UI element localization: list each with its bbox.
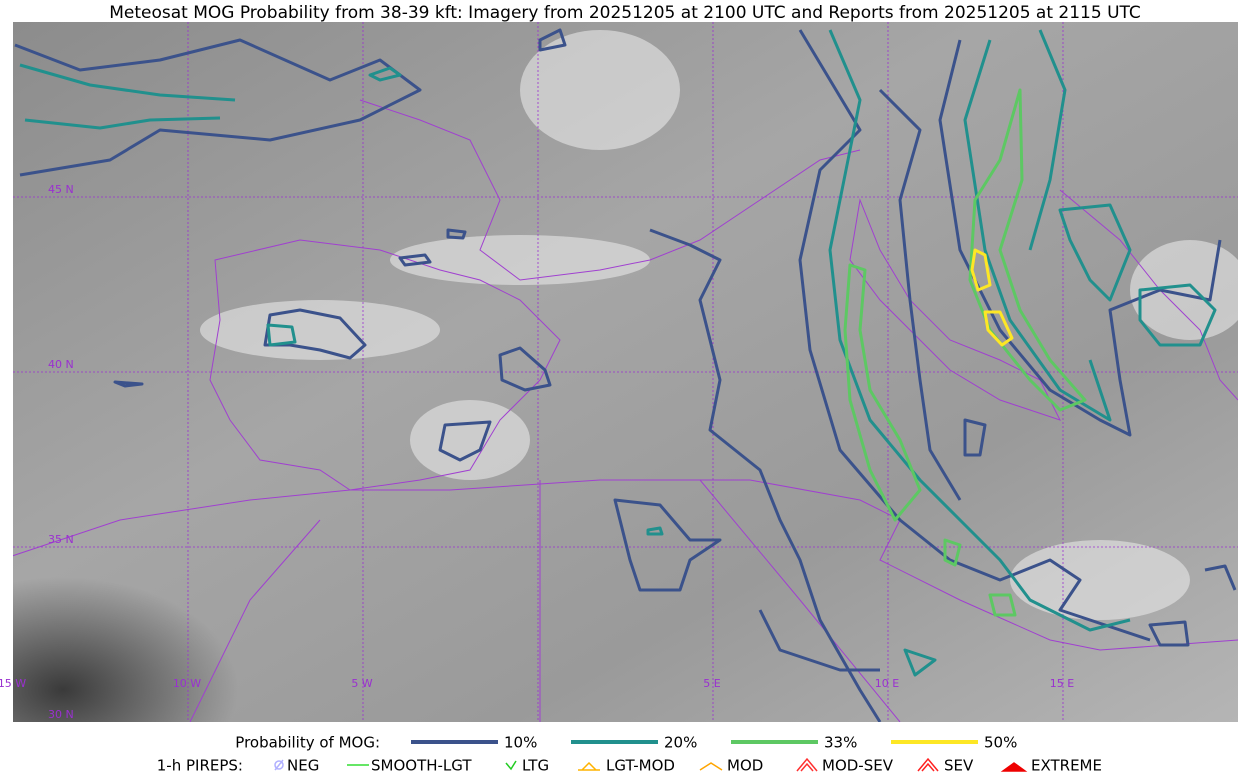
legend-title: Probability of MOG: <box>235 734 380 752</box>
map <box>13 22 1238 722</box>
legend-label: SEV <box>944 757 974 775</box>
lon-label: 5 W <box>351 677 372 690</box>
legend-label: 10% <box>504 734 537 752</box>
lon-label: 5 E <box>703 677 720 690</box>
legend-label: LTG <box>522 757 549 775</box>
lon-label: 10 W <box>173 677 201 690</box>
legend-label: MOD-SEV <box>822 757 894 775</box>
lon-label: 10 E <box>875 677 899 690</box>
legend-label: 33% <box>824 734 857 752</box>
legend-label: SMOOTH-LGT <box>371 757 472 775</box>
pirep-symbol <box>917 757 939 772</box>
legend-label: EXTREME <box>1031 757 1102 775</box>
legend-label: LGT-MOD <box>606 757 675 775</box>
pirep-symbol <box>1000 762 1028 772</box>
lon-label: 15 W <box>0 677 26 690</box>
pirep-symbol <box>699 762 723 771</box>
lat-label: 40 N <box>48 358 74 371</box>
lon-label: 15 E <box>1050 677 1074 690</box>
pirep-symbol <box>274 759 284 771</box>
legend-title: 1-h PIREPS: <box>157 757 243 775</box>
pirep-symbol <box>578 761 600 771</box>
lat-label: 30 N <box>48 708 74 721</box>
lat-label: 35 N <box>48 533 74 546</box>
contours <box>14 28 1237 722</box>
title: Meteosat MOG Probability from 38-39 kft:… <box>109 3 1141 23</box>
legend-label: 20% <box>664 734 697 752</box>
pirep-symbol <box>505 760 517 771</box>
legend-label: 50% <box>984 734 1017 752</box>
lat-label: 45 N <box>48 183 74 196</box>
pirep-symbol <box>796 757 818 772</box>
legend-label: MOD <box>727 757 763 775</box>
legend-label: NEG <box>287 757 319 775</box>
clouds <box>200 30 1238 620</box>
